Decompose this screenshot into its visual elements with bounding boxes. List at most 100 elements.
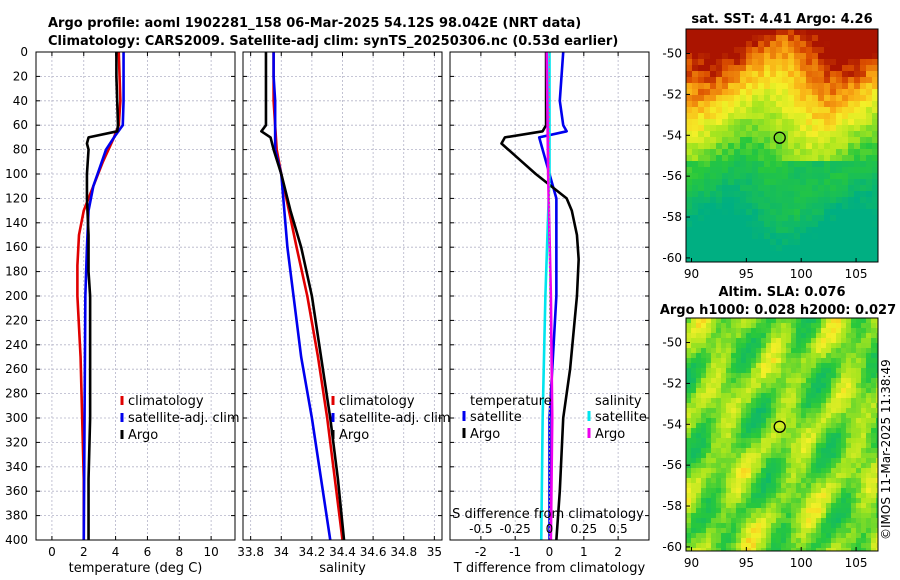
heatmap-cell	[706, 498, 712, 504]
heatmap-cell	[786, 403, 792, 409]
heatmap-cell	[686, 101, 693, 108]
heatmap-cell	[722, 215, 729, 222]
heatmap-cell	[786, 473, 792, 479]
heatmap-cell	[851, 493, 857, 499]
heatmap-cell	[776, 239, 783, 246]
heatmap-cell	[824, 71, 831, 78]
heatmap-cell	[801, 513, 807, 519]
heatmap-cell	[806, 368, 812, 374]
heatmap-cell	[746, 89, 753, 96]
heatmap-cell	[776, 125, 783, 132]
heatmap-cell	[796, 543, 802, 549]
heatmap-cell	[872, 203, 878, 210]
heatmap-cell	[871, 338, 877, 344]
heatmap-cell	[776, 227, 783, 234]
heatmap-cell	[706, 318, 712, 324]
heatmap-cell	[861, 493, 867, 499]
heatmap-cell	[851, 538, 857, 544]
heatmap-cell	[766, 353, 772, 359]
heatmap-cell	[728, 101, 735, 108]
heatmap-cell	[816, 483, 822, 489]
heatmap-cell	[842, 65, 849, 72]
heatmap-cell	[736, 508, 742, 514]
heatmap-cell	[758, 143, 765, 150]
heatmap-cell	[786, 488, 792, 494]
heatmap-cell	[872, 155, 878, 162]
heatmap-cell	[866, 428, 872, 434]
heatmap-cell	[776, 197, 783, 204]
heatmap-cell	[761, 393, 767, 399]
heatmap-cell	[771, 503, 777, 509]
heatmap-cell	[861, 323, 867, 329]
heatmap-cell	[761, 508, 767, 514]
heatmap-cell	[791, 353, 797, 359]
heatmap-cell	[710, 257, 717, 262]
heatmap-cell	[686, 125, 693, 132]
heatmap-cell	[731, 513, 737, 519]
heatmap-cell	[866, 458, 872, 464]
heatmap-cell	[722, 83, 729, 90]
heatmap-cell	[836, 483, 842, 489]
heatmap-cell	[764, 113, 771, 120]
heatmap-cell	[791, 498, 797, 504]
heatmap-cell	[824, 167, 831, 174]
heatmap-cell	[786, 383, 792, 389]
heatmap-cell	[788, 89, 795, 96]
heatmap-cell	[764, 77, 771, 84]
heatmap-cell	[692, 149, 699, 156]
heatmap-cell	[866, 413, 872, 419]
heatmap-cell	[766, 533, 772, 539]
heatmap-cell	[731, 468, 737, 474]
heatmap-cell	[871, 478, 877, 484]
heatmap-cell	[691, 518, 697, 524]
heatmap-cell	[841, 468, 847, 474]
heatmap-cell	[726, 338, 732, 344]
heatmap-cell	[801, 388, 807, 394]
heatmap-cell	[686, 119, 693, 126]
heatmap-cell	[686, 543, 692, 549]
heatmap-cell	[824, 47, 831, 54]
heatmap-cell	[801, 348, 807, 354]
heatmap-cell	[872, 101, 878, 108]
heatmap-cell	[818, 71, 825, 78]
heatmap-cell	[706, 388, 712, 394]
heatmap-cell	[746, 493, 752, 499]
heatmap-cell	[701, 353, 707, 359]
heatmap-cell	[782, 185, 789, 192]
heatmap-cell	[836, 239, 843, 246]
heatmap-cell	[824, 233, 831, 240]
heatmap-cell	[786, 453, 792, 459]
heatmap-cell	[811, 388, 817, 394]
heatmap-cell	[854, 89, 861, 96]
heatmap-cell	[746, 518, 752, 524]
heatmap-cell	[761, 468, 767, 474]
heatmap-cell	[811, 543, 817, 549]
heatmap-cell	[761, 438, 767, 444]
heatmap-cell	[841, 378, 847, 384]
heatmap-cell	[726, 463, 732, 469]
heatmap-cell	[812, 113, 819, 120]
heatmap-cell	[728, 125, 735, 132]
heatmap-cell	[711, 528, 717, 534]
heatmap-cell	[861, 438, 867, 444]
heatmap-cell	[861, 388, 867, 394]
heatmap-cell	[701, 318, 707, 324]
heatmap-cell	[836, 398, 842, 404]
heatmap-cell	[766, 513, 772, 519]
heatmap-cell	[800, 227, 807, 234]
heatmap-cell	[701, 363, 707, 369]
heatmap-cell	[816, 493, 822, 499]
heatmap-cell	[806, 538, 812, 544]
heatmap-cell	[856, 483, 862, 489]
heatmap-cell	[728, 155, 735, 162]
heatmap-cell	[716, 143, 723, 150]
heatmap-cell	[800, 203, 807, 210]
heatmap-cell	[824, 221, 831, 228]
heatmap-cell	[830, 77, 837, 84]
heatmap-cell	[836, 468, 842, 474]
heatmap-cell	[788, 65, 795, 72]
heatmap-cell	[722, 197, 729, 204]
heatmap-cell	[721, 488, 727, 494]
heatmap-cell	[722, 191, 729, 198]
heatmap-cell	[786, 428, 792, 434]
